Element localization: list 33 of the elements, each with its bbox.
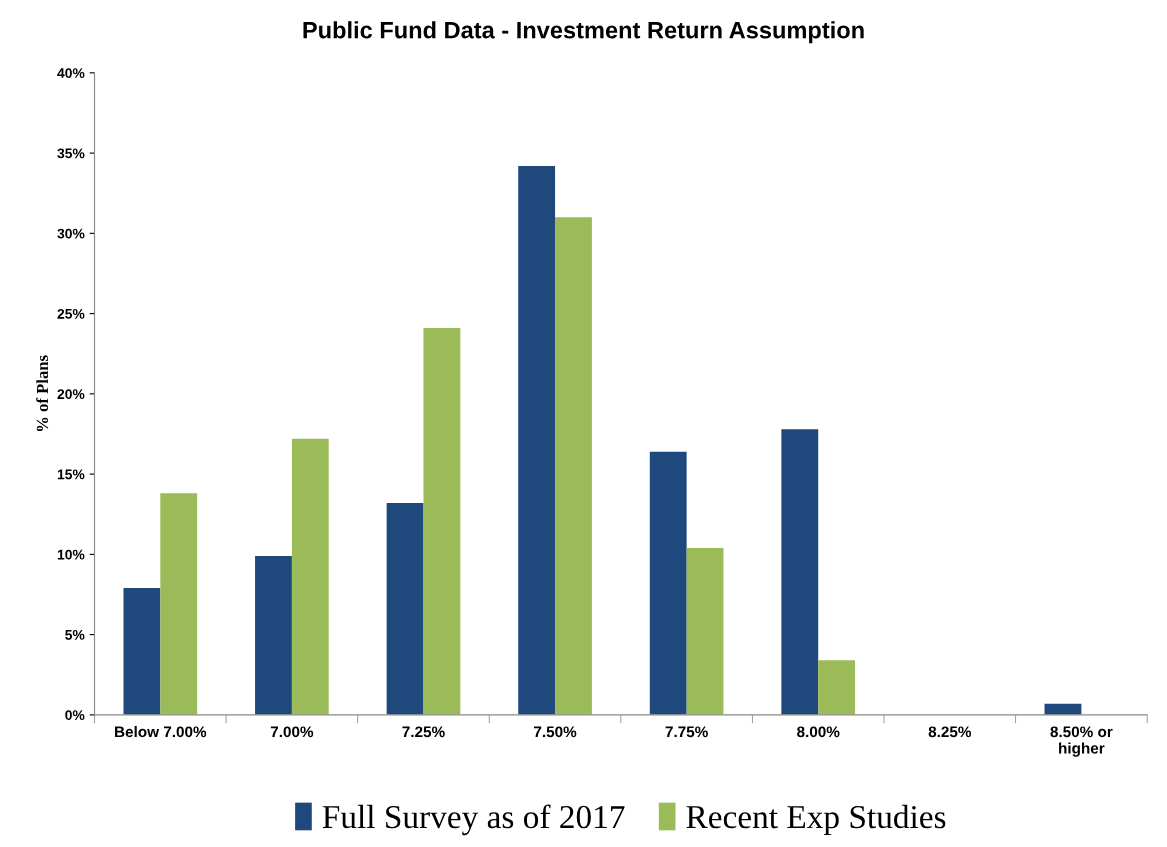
legend-label: Full Survey as of 2017	[322, 804, 625, 836]
x-tick-label: Below 7.00%	[115, 725, 207, 738]
bar	[555, 217, 592, 715]
bar	[781, 429, 819, 715]
bar	[123, 588, 161, 715]
y-axis-title: % of Plans	[36, 355, 49, 432]
bar	[423, 328, 461, 715]
bar	[255, 555, 292, 715]
y-tick-label: 20%	[57, 389, 85, 400]
x-tick-label: 7.50%	[534, 726, 577, 738]
y-tick-label: 0%	[65, 710, 85, 721]
y-tick-label: 35%	[57, 148, 85, 159]
bar	[518, 165, 556, 715]
y-tick-label: 10%	[57, 549, 85, 560]
x-tick-label: 8.00%	[797, 726, 840, 738]
x-tick-label: 7.25%	[402, 726, 445, 738]
bar	[686, 547, 724, 715]
bar	[291, 438, 329, 715]
legend-label: Recent Exp Studies	[686, 804, 946, 836]
bar	[818, 660, 856, 715]
bar	[160, 493, 198, 715]
bar	[386, 503, 424, 715]
x-tick-label: 7.75%	[665, 726, 708, 738]
y-tick-label: 40%	[57, 68, 85, 79]
bar	[649, 451, 687, 715]
x-tick-label: 8.50% or higher	[1050, 726, 1113, 757]
y-tick-label: 5%	[65, 629, 85, 640]
x-tick-label: 7.00%	[270, 726, 314, 738]
y-tick-label: 15%	[57, 469, 85, 480]
y-tick-label: 25%	[57, 308, 85, 319]
chart-title: Public Fund Data - Investment Return Assumption	[303, 21, 864, 44]
y-tick-label: 30%	[57, 228, 85, 239]
x-tick-label: 8.25%	[928, 726, 972, 738]
